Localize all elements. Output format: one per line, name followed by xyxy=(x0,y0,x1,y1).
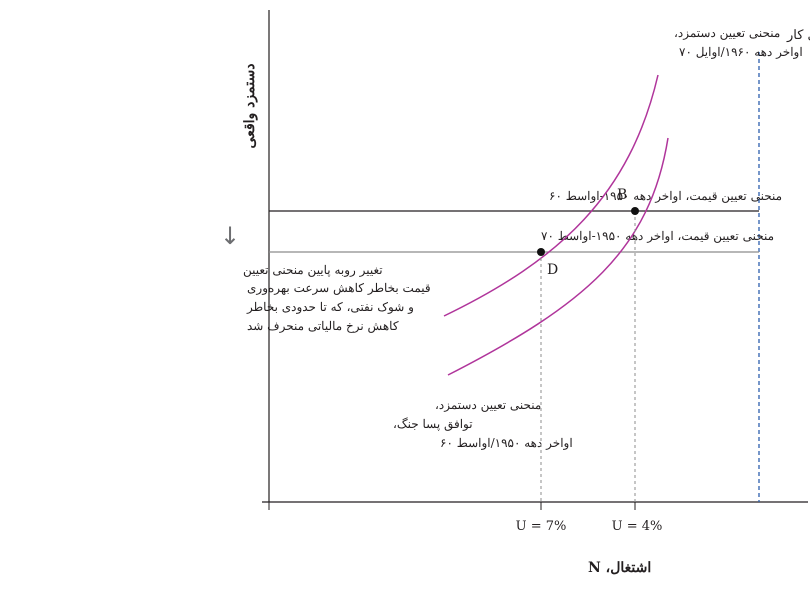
price-setting-line-2-label: منحنی تعیین قیمت، اواخر دهه ۱۹۵۰-اواسط ۷… xyxy=(541,229,774,243)
annotation-line-1: تغییر روبه پایین منحنی تعیین xyxy=(243,263,383,277)
price-setting-line-1-label: منحنی تعیین قیمت، اواخر دهه ۱۹۵۰-اواسط ۶… xyxy=(549,189,782,203)
x-tick-label-u4: U = 4% xyxy=(612,519,663,534)
wage-setting-curve-1960s xyxy=(443,74,659,317)
annotation-line-2: قیمت بخاطر کاهش سرعت بهره‌وری xyxy=(247,281,431,295)
point-b-label: B xyxy=(617,187,627,203)
wage-curve-upper-label-line-2: اواخر دهه ۱۹۶۰/اوایل ۷۰ xyxy=(679,45,803,59)
wage-curve-upper-label-line-1: منحنی تعیین دستمزد، xyxy=(674,26,780,40)
x-axis-title: اشتغال، N xyxy=(588,560,651,576)
wage-setting-curve-postwar xyxy=(447,137,669,376)
y-axis-title: دستمزد واقعی xyxy=(242,64,258,149)
point-d-marker xyxy=(537,248,545,256)
annotation-line-4: کاهش نرخ مالیاتی منحرف شد xyxy=(247,319,399,333)
wage-curve-lower-label-line-1: منحنی تعیین دستمزد، xyxy=(435,398,541,412)
x-tick-label-u7: U = 7% xyxy=(516,519,567,534)
shift-arrow-icon: ↓ xyxy=(220,222,240,250)
point-d-label: D xyxy=(547,262,558,278)
wage-curve-lower-label-line-2: توافق پسا جنگ، xyxy=(393,417,473,431)
wage-curve-lower-label-line-3: اواخر دهه ۱۹۵۰/اواسط ۶۰ xyxy=(440,436,573,450)
point-b-marker xyxy=(631,207,639,215)
annotation-line-3: و شوک نفتی، که تا حدودی بخاطر xyxy=(246,300,414,314)
labor-force-label: نیروی کار xyxy=(786,28,810,43)
